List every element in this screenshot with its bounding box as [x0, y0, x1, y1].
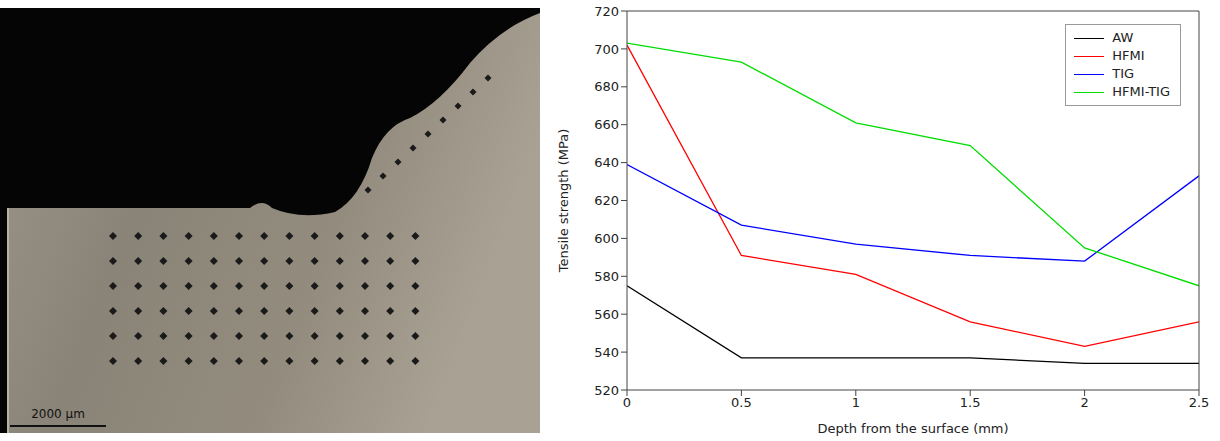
svg-text:0: 0 — [623, 395, 631, 410]
svg-text:680: 680 — [594, 79, 619, 94]
svg-text:600: 600 — [594, 231, 619, 246]
svg-text:2000 μm: 2000 μm — [31, 407, 85, 421]
svg-text:580: 580 — [594, 269, 619, 284]
svg-text:2: 2 — [1080, 395, 1088, 410]
svg-text:520: 520 — [594, 383, 619, 398]
html-text:HFMI: HFMI — [1112, 48, 1145, 63]
html-text:TIG: TIG — [1112, 66, 1135, 81]
html-text:HFMI-TIG: HFMI-TIG — [1112, 84, 1170, 99]
svg-text:0.5: 0.5 — [731, 395, 752, 410]
svg-text:Depth from the surface (mm): Depth from the surface (mm) — [817, 421, 1008, 436]
svg-text:620: 620 — [594, 193, 619, 208]
svg-text:Tensile strength (MPa): Tensile strength (MPa) — [556, 129, 571, 274]
svg-text:700: 700 — [594, 42, 619, 57]
svg-text:720: 720 — [594, 4, 619, 19]
html-text:AW: AW — [1112, 30, 1134, 45]
svg-text:1.5: 1.5 — [960, 395, 981, 410]
svg-text:660: 660 — [594, 117, 619, 132]
svg-text:1: 1 — [852, 395, 860, 410]
svg-text:560: 560 — [594, 307, 619, 322]
svg-text:2.5: 2.5 — [1189, 395, 1210, 410]
svg-text:540: 540 — [594, 345, 619, 360]
svg-text:640: 640 — [594, 155, 619, 170]
